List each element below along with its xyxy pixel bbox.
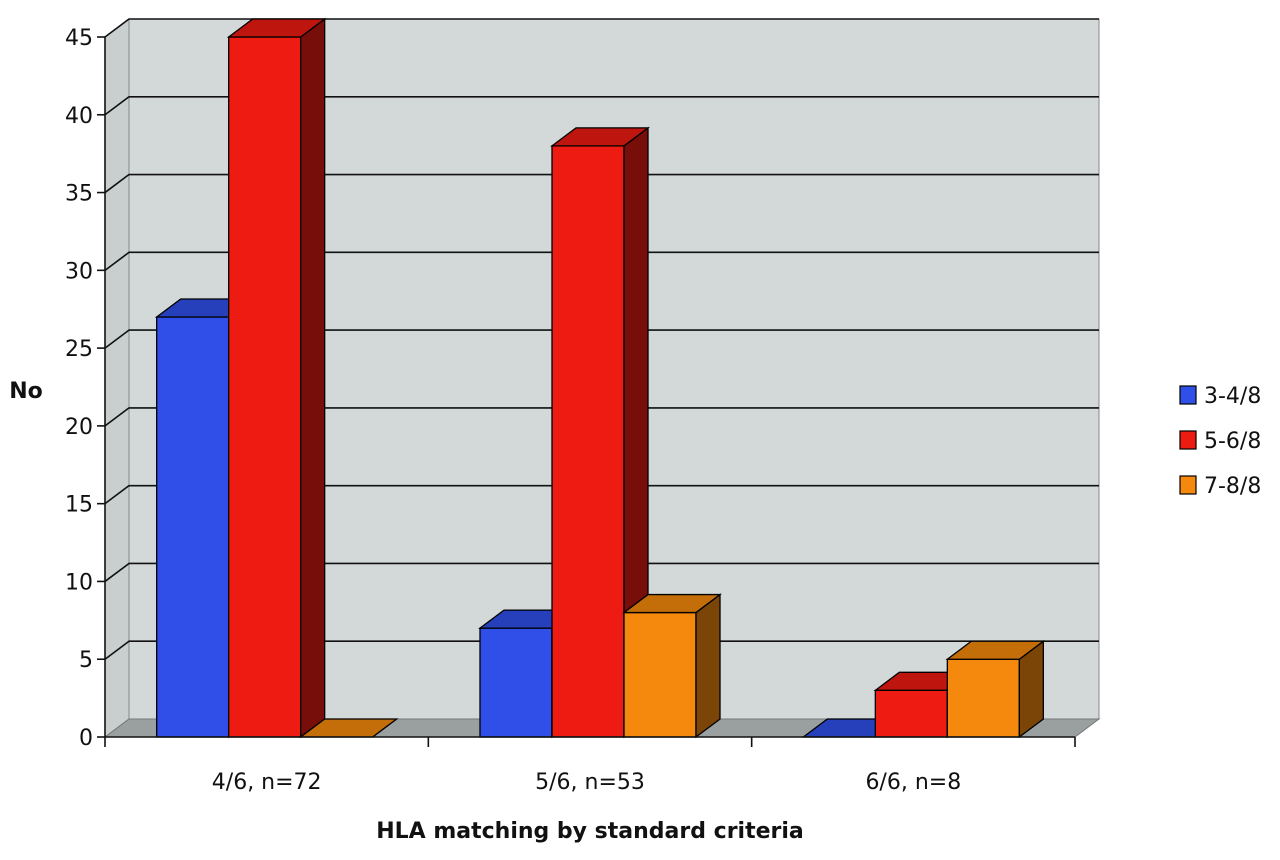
bar xyxy=(550,126,650,739)
gridline xyxy=(104,173,1099,194)
y-tick-label: 10 xyxy=(65,570,93,595)
y-tick-label: 45 xyxy=(65,26,93,51)
y-axis-title: No xyxy=(9,379,43,404)
gridline xyxy=(104,18,1099,38)
side-wall xyxy=(104,18,130,738)
x-tick-label: 4/6, n=72 xyxy=(212,770,322,795)
bar-front xyxy=(551,145,625,738)
legend-item: 7-8/8 xyxy=(1179,474,1261,499)
bar-front xyxy=(946,658,1020,738)
bar-side xyxy=(695,593,721,739)
bar-top xyxy=(226,18,327,38)
y-tick-label: 40 xyxy=(65,104,93,129)
bar-front xyxy=(479,627,553,738)
bar-front xyxy=(228,36,302,738)
gridline xyxy=(104,484,1099,505)
y-tick-label: 20 xyxy=(65,415,93,440)
legend-swatch xyxy=(1179,430,1197,450)
bar-top xyxy=(622,593,722,614)
bar-front xyxy=(874,689,948,738)
bar-side xyxy=(300,17,326,739)
gridline xyxy=(104,640,1099,660)
legend-label: 5-6/8 xyxy=(1204,429,1261,454)
gridline xyxy=(104,562,1099,583)
y-tick-label: 5 xyxy=(79,648,93,673)
gridlines xyxy=(104,18,1099,660)
x-tick-label: 6/6, n=8 xyxy=(865,770,961,795)
bar xyxy=(622,593,722,739)
gridline xyxy=(104,251,1099,271)
x-tick-label: 5/6, n=53 xyxy=(535,770,645,795)
y-tick-label: 35 xyxy=(65,182,93,207)
axes: 0 5 10 15 20 25 30 35 40 45 4/6, n=72 5/6, n=53 6/6,… xyxy=(65,26,1076,795)
legend-swatch xyxy=(1179,385,1197,405)
gridline xyxy=(104,95,1099,116)
bar xyxy=(945,639,1046,739)
bar-top xyxy=(550,127,650,147)
gridline xyxy=(104,329,1099,349)
bar-front xyxy=(623,611,697,738)
gridline xyxy=(104,407,1099,427)
y-tick-label: 30 xyxy=(65,259,93,284)
legend-label: 7-8/8 xyxy=(1204,474,1261,499)
bar xyxy=(226,17,327,739)
bar-top xyxy=(945,640,1046,660)
legend-item: 5-6/8 xyxy=(1179,429,1261,454)
x-axis-title: HLA matching by standard criteria xyxy=(376,819,804,844)
legend-label: 3-4/8 xyxy=(1204,384,1261,409)
bar-front xyxy=(156,316,230,738)
y-tick-label: 0 xyxy=(79,726,93,751)
legend: 3-4/8 5-6/8 7-8/8 xyxy=(1179,384,1261,499)
legend-item: 3-4/8 xyxy=(1179,384,1261,409)
y-tick-label: 25 xyxy=(65,337,93,362)
legend-swatch xyxy=(1179,475,1197,495)
y-tick-label: 15 xyxy=(65,493,93,518)
bars xyxy=(154,17,1046,739)
